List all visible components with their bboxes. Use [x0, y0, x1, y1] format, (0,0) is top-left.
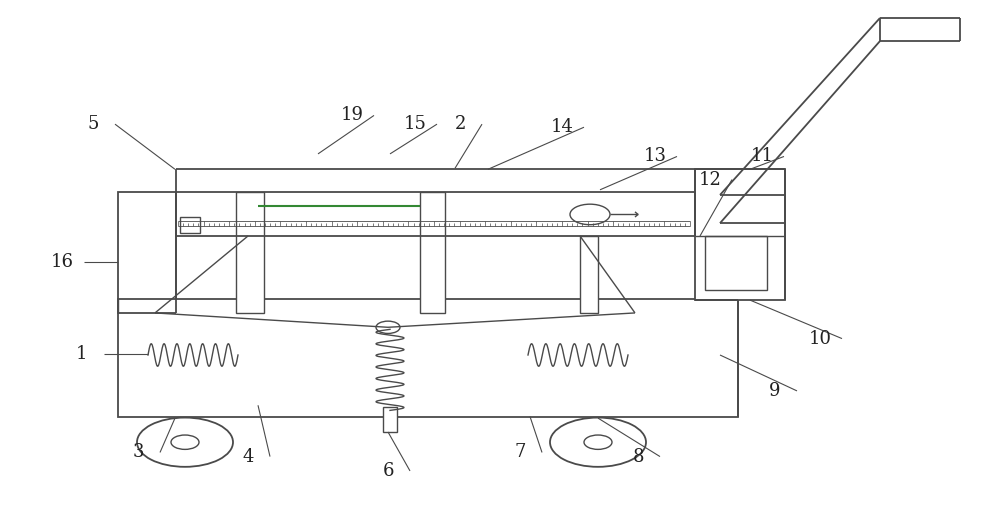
Text: 16: 16 [50, 252, 74, 271]
Bar [695, 169, 785, 300]
Text: 11: 11 [750, 147, 774, 166]
Text: 1: 1 [76, 345, 88, 363]
Text: 19: 19 [340, 106, 364, 125]
Circle shape [584, 435, 612, 449]
Text: 7: 7 [514, 443, 526, 462]
Text: 12: 12 [699, 170, 721, 189]
Text: 2: 2 [454, 115, 466, 133]
Bar [705, 236, 767, 290]
Text: 14: 14 [551, 118, 573, 136]
Bar [118, 192, 176, 313]
Bar [420, 192, 445, 313]
Text: 15: 15 [404, 115, 426, 133]
Bar [383, 407, 397, 432]
Text: 9: 9 [769, 382, 781, 400]
Bar [180, 217, 200, 233]
Bar [118, 299, 738, 417]
Circle shape [137, 418, 233, 467]
Circle shape [570, 204, 610, 225]
Bar [236, 192, 264, 313]
Bar [580, 236, 598, 313]
Text: 13: 13 [644, 147, 666, 166]
Text: 6: 6 [382, 462, 394, 480]
Text: 3: 3 [132, 443, 144, 462]
Text: 4: 4 [242, 447, 254, 466]
Circle shape [550, 418, 646, 467]
Circle shape [171, 435, 199, 449]
Text: 10: 10 [808, 329, 832, 348]
Text: 5: 5 [87, 115, 99, 133]
Circle shape [376, 321, 400, 333]
Text: 8: 8 [632, 447, 644, 466]
